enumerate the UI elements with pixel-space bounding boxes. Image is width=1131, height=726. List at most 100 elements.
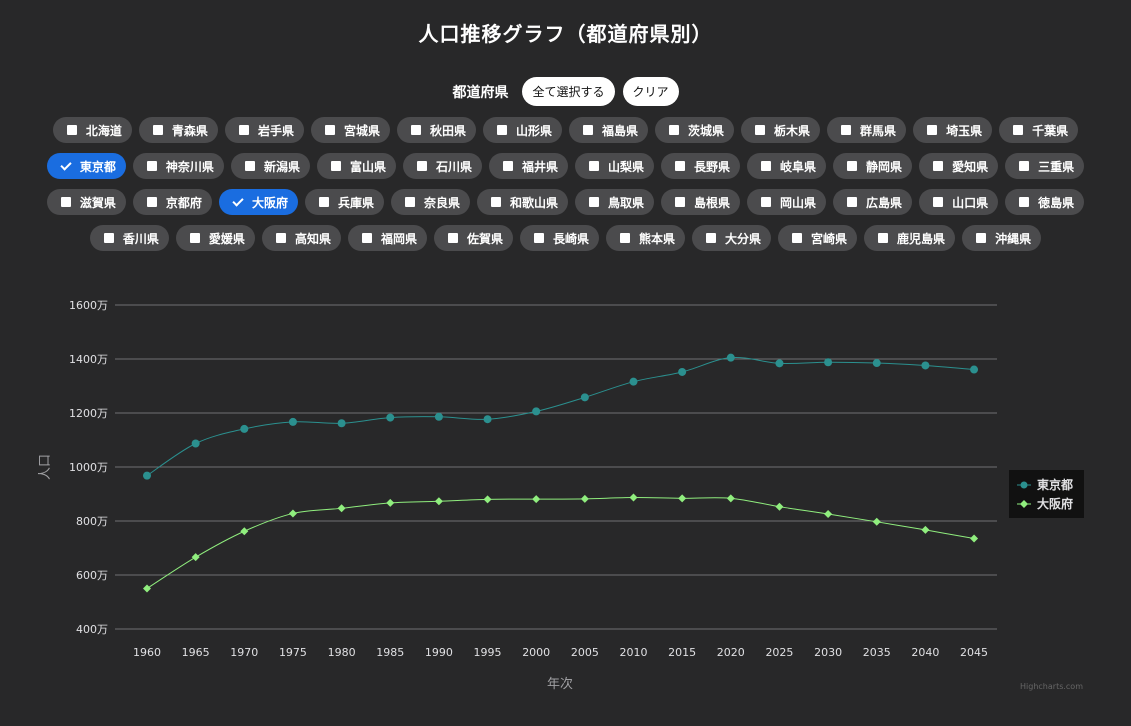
prefecture-checkbox-grid: 北海道 青森県 岩手県 宮城県 秋田県 山形県 福島県 茨城県 栃木県 群馬県 埼玉県 千葉県東京都 神… bbox=[0, 117, 1131, 261]
prefecture-name: 山口県 bbox=[952, 195, 989, 210]
prefecture-name: 宮崎県 bbox=[811, 231, 848, 246]
legend-label: 大阪府 bbox=[1037, 496, 1073, 511]
prefecture-checkbox[interactable]: 青森県 bbox=[138, 117, 218, 143]
prefecture-checkbox[interactable]: 埼玉県 bbox=[913, 117, 993, 143]
prefecture-name: 岐阜県 bbox=[780, 159, 817, 174]
prefecture-checkbox[interactable]: 兵庫県 bbox=[304, 189, 384, 215]
data-point bbox=[386, 498, 395, 507]
prefecture-checkbox[interactable]: 群馬県 bbox=[827, 117, 907, 143]
prefecture-checkbox[interactable]: 鹿児島県 bbox=[864, 225, 956, 251]
legend-marker bbox=[1020, 500, 1028, 508]
prefecture-checkbox[interactable]: 山形県 bbox=[482, 117, 562, 143]
prefecture-checkbox[interactable]: 奈良県 bbox=[390, 189, 470, 215]
prefecture-checkbox[interactable]: 岩手県 bbox=[224, 117, 304, 143]
prefecture-checkbox[interactable]: 千葉県 bbox=[999, 117, 1079, 143]
data-point bbox=[532, 407, 541, 416]
prefecture-checkbox[interactable]: 福島県 bbox=[569, 117, 649, 143]
x-tick-label: 2025 bbox=[765, 646, 793, 659]
checkbox-icon bbox=[583, 125, 593, 135]
checkbox-icon bbox=[1019, 161, 1030, 171]
prefecture-name: 青森県 bbox=[171, 123, 208, 138]
prefecture-checkbox[interactable]: 沖縄県 bbox=[962, 225, 1042, 251]
x-tick-label: 1960 bbox=[133, 646, 161, 659]
checkbox-icon bbox=[103, 233, 114, 243]
x-tick-label: 2040 bbox=[911, 646, 939, 659]
series-line-tokyo bbox=[146, 356, 975, 477]
prefecture-checkbox[interactable]: 愛知県 bbox=[919, 153, 999, 179]
checkbox-icon bbox=[490, 197, 501, 207]
clear-button[interactable]: クリア bbox=[622, 77, 679, 106]
data-point bbox=[629, 377, 638, 386]
prefecture-checkbox[interactable]: 新潟県 bbox=[230, 153, 310, 179]
prefecture-checkbox[interactable]: 京都府 bbox=[132, 189, 212, 215]
prefecture-checkbox[interactable]: 山口県 bbox=[919, 189, 999, 215]
checkbox-icon bbox=[496, 125, 507, 135]
data-point bbox=[240, 527, 249, 536]
prefecture-checkbox[interactable]: 長野県 bbox=[661, 153, 741, 179]
checkbox-icon bbox=[927, 125, 938, 135]
prefecture-checkbox[interactable]: 徳島県 bbox=[1005, 189, 1085, 215]
prefecture-name: 鹿児島県 bbox=[897, 231, 946, 246]
prefecture-checkbox[interactable]: 秋田県 bbox=[396, 117, 476, 143]
prefecture-checkbox[interactable]: 滋賀県 bbox=[46, 189, 126, 215]
checkbox-icon bbox=[238, 125, 249, 135]
checkbox-icon bbox=[66, 125, 77, 135]
checkbox-icon bbox=[755, 125, 766, 135]
prefecture-checkbox[interactable]: 富山県 bbox=[316, 153, 396, 179]
prefecture-checkbox[interactable]: 広島県 bbox=[833, 189, 913, 215]
checkbox-icon bbox=[275, 233, 286, 243]
checkbox-icon bbox=[60, 197, 71, 207]
prefecture-checkbox[interactable]: 岐阜県 bbox=[747, 153, 827, 179]
prefecture-checkbox[interactable]: 高知県 bbox=[261, 225, 341, 251]
prefecture-name: 神奈川県 bbox=[165, 159, 214, 174]
checkbox-icon bbox=[410, 125, 421, 135]
prefecture-name: 秋田県 bbox=[429, 123, 466, 138]
data-point bbox=[824, 358, 833, 367]
x-tick-label: 2010 bbox=[620, 646, 648, 659]
prefecture-name: 沖縄県 bbox=[995, 231, 1032, 246]
prefecture-checkbox[interactable]: 北海道 bbox=[52, 117, 132, 143]
prefecture-checkbox[interactable]: 岡山県 bbox=[747, 189, 827, 215]
prefecture-checkbox[interactable]: 愛媛県 bbox=[175, 225, 255, 251]
prefecture-checkbox[interactable]: 大阪府 bbox=[218, 189, 298, 215]
checkbox-icon bbox=[976, 233, 987, 243]
legend-box bbox=[1009, 470, 1084, 518]
prefecture-checkbox[interactable]: 静岡県 bbox=[833, 153, 913, 179]
prefecture-checkbox[interactable]: 和歌山県 bbox=[476, 189, 568, 215]
prefecture-name: 三重県 bbox=[1038, 159, 1075, 174]
prefecture-checkbox[interactable]: 福井県 bbox=[488, 153, 568, 179]
select-all-button[interactable]: 全て選択する bbox=[522, 77, 615, 106]
prefecture-name: 山梨県 bbox=[608, 159, 645, 174]
prefecture-checkbox[interactable]: 神奈川県 bbox=[132, 153, 224, 179]
prefecture-checkbox[interactable]: 栃木県 bbox=[741, 117, 821, 143]
prefecture-checkbox[interactable]: 香川県 bbox=[89, 225, 169, 251]
prefecture-checkbox[interactable]: 山梨県 bbox=[575, 153, 655, 179]
prefecture-name: 長野県 bbox=[694, 159, 731, 174]
data-point bbox=[775, 359, 784, 368]
prefecture-checkbox[interactable]: 長崎県 bbox=[519, 225, 599, 251]
prefecture-checkbox[interactable]: 鳥取県 bbox=[575, 189, 655, 215]
checkbox-icon bbox=[933, 161, 944, 171]
prefecture-name: 東京都 bbox=[79, 159, 116, 174]
prefecture-checkbox[interactable]: 島根県 bbox=[661, 189, 741, 215]
prefecture-checkbox[interactable]: 石川県 bbox=[402, 153, 482, 179]
prefecture-checkbox[interactable]: 宮崎県 bbox=[778, 225, 858, 251]
prefecture-checkbox[interactable]: 宮城県 bbox=[310, 117, 390, 143]
prefecture-checkbox[interactable]: 大分県 bbox=[692, 225, 772, 251]
prefecture-name: 広島県 bbox=[866, 195, 903, 210]
x-tick-label: 1995 bbox=[474, 646, 502, 659]
prefecture-name: 佐賀県 bbox=[466, 231, 503, 246]
prefecture-checkbox[interactable]: 東京都 bbox=[46, 153, 126, 179]
check-icon bbox=[233, 197, 243, 207]
prefecture-checkbox[interactable]: 三重県 bbox=[1005, 153, 1085, 179]
prefecture-name: 岩手県 bbox=[257, 123, 294, 138]
data-point bbox=[970, 534, 979, 543]
prefecture-checkbox[interactable]: 佐賀県 bbox=[433, 225, 513, 251]
prefecture-checkbox[interactable]: 茨城県 bbox=[655, 117, 735, 143]
checkbox-icon bbox=[318, 197, 329, 207]
prefecture-checkbox[interactable]: 福岡県 bbox=[347, 225, 427, 251]
data-point bbox=[726, 353, 735, 362]
prefecture-row: 香川県 愛媛県 高知県 福岡県 佐賀県 長崎県 熊本県 大分県 宮崎県 鹿児島県 沖縄県 bbox=[0, 225, 1131, 251]
check-icon bbox=[61, 161, 71, 171]
prefecture-checkbox[interactable]: 熊本県 bbox=[606, 225, 686, 251]
